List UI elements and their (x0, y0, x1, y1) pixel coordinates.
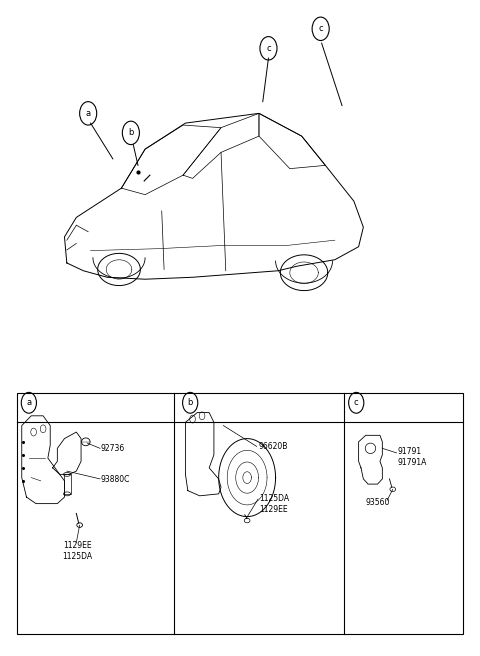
Text: c: c (266, 44, 271, 53)
Text: c: c (318, 24, 323, 33)
Text: 91791A: 91791A (398, 458, 427, 467)
Bar (17, 393, 463, 634)
Text: 1129EE: 1129EE (63, 541, 92, 550)
Text: 1125DA: 1125DA (259, 494, 289, 503)
Text: a: a (26, 398, 31, 407)
Text: 93880C: 93880C (101, 475, 131, 484)
Text: 93560: 93560 (365, 498, 390, 507)
Bar (63, 474, 71, 494)
Text: 96620B: 96620B (258, 442, 288, 451)
Text: 1125DA: 1125DA (63, 552, 93, 562)
Text: 91791: 91791 (398, 447, 422, 456)
Text: c: c (354, 398, 359, 407)
Text: b: b (188, 398, 193, 407)
Text: a: a (85, 109, 91, 118)
Text: 1129EE: 1129EE (259, 505, 288, 514)
Text: b: b (128, 129, 133, 137)
Text: 92736: 92736 (101, 445, 125, 453)
